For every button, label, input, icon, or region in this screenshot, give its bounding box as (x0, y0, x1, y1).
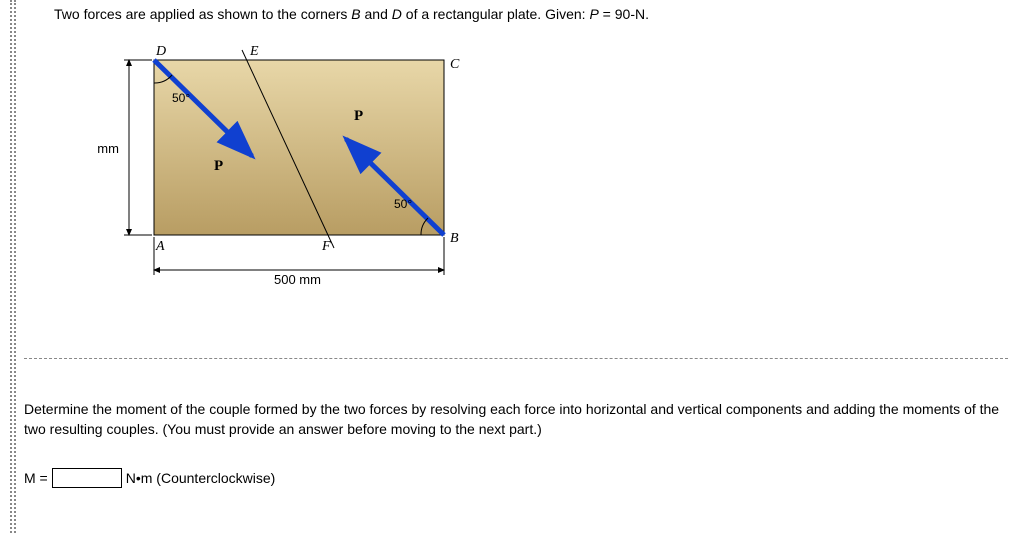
moment-input[interactable] (52, 468, 122, 488)
dim-300: 300 mm (94, 141, 119, 156)
label-D: D (155, 44, 166, 59)
label-C: C (450, 57, 460, 72)
problem-text-pre: Two forces are applied as shown to the c… (54, 6, 351, 22)
var-B: B (351, 6, 360, 22)
label-P1: P (214, 158, 223, 174)
answer-unit: N•m (Counterclockwise) (126, 470, 276, 486)
label-F: F (321, 239, 331, 254)
label-A: A (155, 239, 165, 254)
angle-D: 50° (172, 91, 190, 105)
label-E: E (249, 44, 259, 59)
label-P2: P (354, 108, 363, 124)
angle-B: 50° (394, 197, 412, 211)
problem-text-mid: of a rectangular plate. Given: (402, 6, 590, 22)
var-P: P (589, 6, 598, 22)
answer-prefix: M = (24, 470, 48, 486)
problem-text-eq: = 90-N. (599, 6, 649, 22)
label-B: B (450, 231, 459, 246)
prompt-text: Determine the moment of the couple forme… (24, 400, 1008, 439)
section-divider (24, 358, 1008, 359)
dim-500: 500 mm (274, 272, 321, 287)
problem-statement: Two forces are applied as shown to the c… (24, 0, 1016, 22)
problem-text-and: and (361, 6, 392, 22)
var-D: D (392, 6, 402, 22)
diagram: D E C A F B P P 50° 50° 300 mm 500 mm (94, 40, 474, 320)
answer-row: M = N•m (Counterclockwise) (24, 468, 275, 488)
